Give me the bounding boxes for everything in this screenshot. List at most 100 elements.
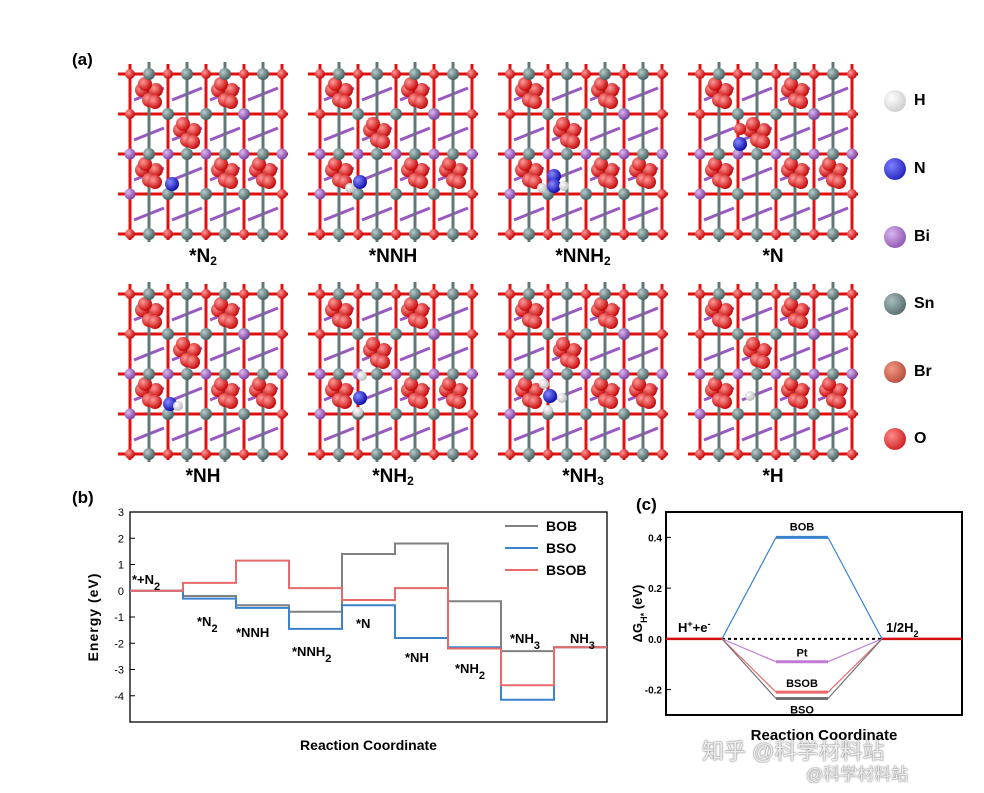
sn-atom [751, 448, 763, 460]
o-atom [315, 329, 325, 339]
bi-atom [618, 148, 630, 160]
o-atom [148, 315, 162, 329]
o-atom [567, 123, 581, 137]
sn-atom [333, 448, 345, 460]
sn-atom [447, 148, 459, 160]
h-atom [537, 183, 547, 193]
sn-atom [827, 228, 839, 240]
o-atom [377, 343, 391, 357]
bi-atom [732, 148, 744, 160]
o-atom [771, 229, 781, 239]
sn-atom [371, 68, 383, 80]
o-atom [718, 315, 732, 329]
sn-atom [523, 448, 535, 460]
o-atom [757, 123, 771, 137]
sn-atom [390, 108, 402, 120]
o-atom [339, 383, 353, 397]
legend-item-o: O [884, 426, 926, 452]
o-atom [794, 315, 808, 329]
sn-atom [333, 148, 345, 160]
o-atom [695, 229, 705, 239]
sn-atom [409, 368, 421, 380]
bi-atom [390, 368, 402, 380]
y-tick-label: -2 [114, 638, 124, 650]
sn-atom [238, 408, 250, 420]
bi-atom [238, 368, 250, 380]
o-atom [148, 175, 162, 189]
sn-atom [732, 108, 744, 120]
o-atom [415, 83, 429, 97]
sn-atom [599, 288, 611, 300]
label-sub: 3 [589, 640, 595, 652]
o-atom [225, 83, 239, 97]
o-atom [404, 77, 418, 91]
o-atom [657, 189, 667, 199]
bi-atom [694, 148, 706, 160]
o-atom [733, 69, 743, 79]
o-atom [315, 289, 325, 299]
label-sub: 2 [479, 670, 485, 682]
sn-atom [257, 228, 269, 240]
o-atom [391, 69, 401, 79]
structure-label-sub: 2 [210, 254, 217, 268]
label-sub: 2 [325, 653, 331, 665]
sn-atom [219, 448, 231, 460]
bi-atom [124, 368, 136, 380]
legend-item-bi: Bi [884, 224, 930, 250]
o-atom [771, 449, 781, 459]
o-atom [176, 117, 190, 131]
o-atom [581, 449, 591, 459]
n-atom [353, 175, 367, 189]
sn-atom [713, 148, 725, 160]
o-atom [822, 157, 836, 171]
sn-atom [561, 228, 573, 240]
o-atom [594, 77, 608, 91]
structure-label-sub: 2 [603, 254, 611, 268]
sn-atom [143, 448, 155, 460]
connector-left [721, 638, 777, 663]
sn-atom [580, 188, 592, 200]
sn-atom [561, 68, 573, 80]
plot-frame [665, 511, 963, 716]
o-atom [581, 229, 591, 239]
o-atom [847, 69, 857, 79]
o-atom [505, 229, 515, 239]
n-atom [733, 137, 747, 151]
o-atom [149, 383, 163, 397]
bi-atom [618, 328, 630, 340]
bi-atom [314, 148, 326, 160]
o-atom [543, 289, 553, 299]
o-atom [442, 157, 456, 171]
legend-label: BSO [546, 540, 576, 556]
o-atom [404, 157, 418, 171]
o-atom [277, 329, 287, 339]
o-atom [339, 303, 353, 317]
h-atom [745, 391, 755, 401]
o-atom [138, 157, 152, 171]
o-atom [566, 355, 580, 369]
o-atom [201, 449, 211, 459]
y-tick-label: -1 [114, 612, 124, 624]
connector-right [827, 638, 883, 663]
sn-atom [181, 288, 193, 300]
o-atom [366, 337, 380, 351]
o-atom [604, 315, 618, 329]
step-label: *+N2 [132, 572, 160, 593]
o-atom [414, 395, 428, 409]
y-tick-label: 0 [118, 586, 124, 598]
bi-atom [276, 148, 288, 160]
o-atom [657, 409, 667, 419]
sn-atom [200, 328, 212, 340]
sn-atom [257, 448, 269, 460]
legend-item-h: H [884, 88, 926, 114]
structure-label: *NH3 [498, 466, 668, 488]
o-atom [138, 297, 152, 311]
product-label-main: 1/2H [886, 620, 913, 635]
o-atom [239, 229, 249, 239]
o-atom [784, 297, 798, 311]
o-atom [657, 329, 667, 339]
o-atom [415, 303, 429, 317]
o-atom [138, 377, 152, 391]
step-label: *NH3 [510, 631, 540, 652]
label-main: *N [197, 614, 211, 629]
